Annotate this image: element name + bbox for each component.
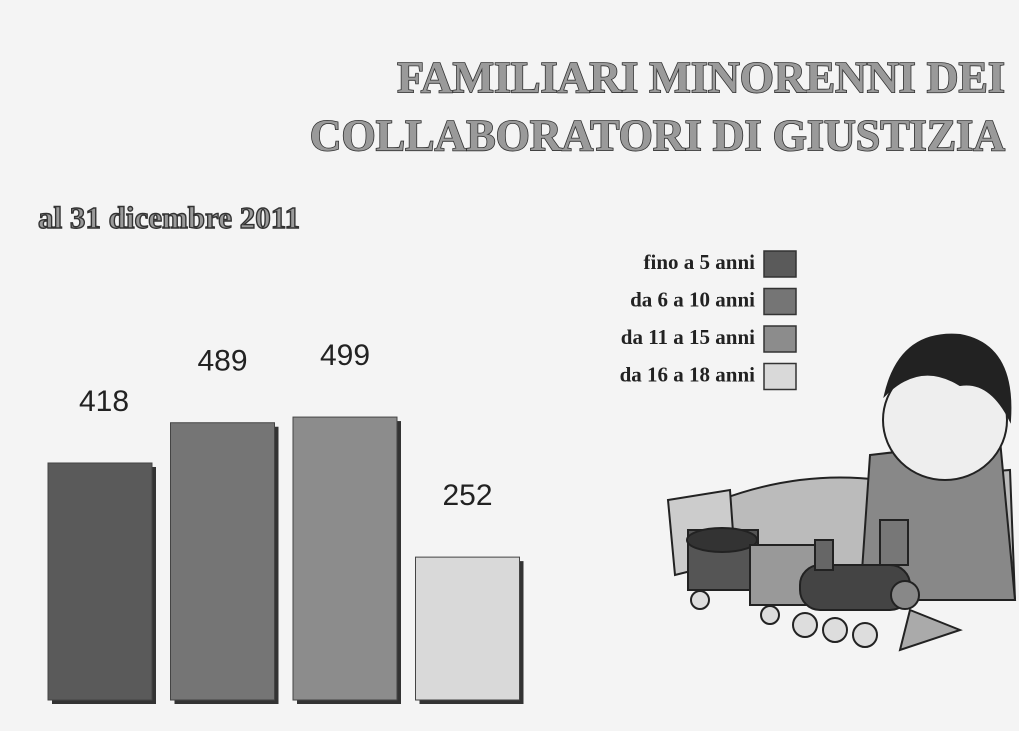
bar <box>292 416 398 701</box>
bar <box>415 556 520 701</box>
illustration <box>666 333 1017 652</box>
data-label: 252 <box>442 479 492 512</box>
legend-swatch <box>763 325 797 353</box>
data-label: 489 <box>197 345 247 378</box>
legend-swatch <box>763 362 797 391</box>
bar <box>47 462 153 701</box>
legend-label: da 6 a 10 anni <box>630 287 755 311</box>
legend-label: fino a 5 anni <box>644 250 756 274</box>
chart-subtitle: al 31 dicembre 2011 <box>38 200 300 235</box>
legend-swatch <box>763 250 797 278</box>
data-label: 418 <box>79 385 129 418</box>
legend-label: da 11 a 15 anni <box>621 325 755 349</box>
legend-swatch <box>763 287 797 316</box>
chart-title: FAMILIARI MINORENNI DEI <box>397 53 1005 102</box>
bar <box>170 422 275 701</box>
data-label: 499 <box>320 339 370 372</box>
chart-title: COLLABORATORI DI GIUSTIZIA <box>310 111 1005 160</box>
legend-label: da 16 a 18 anni <box>620 362 756 386</box>
